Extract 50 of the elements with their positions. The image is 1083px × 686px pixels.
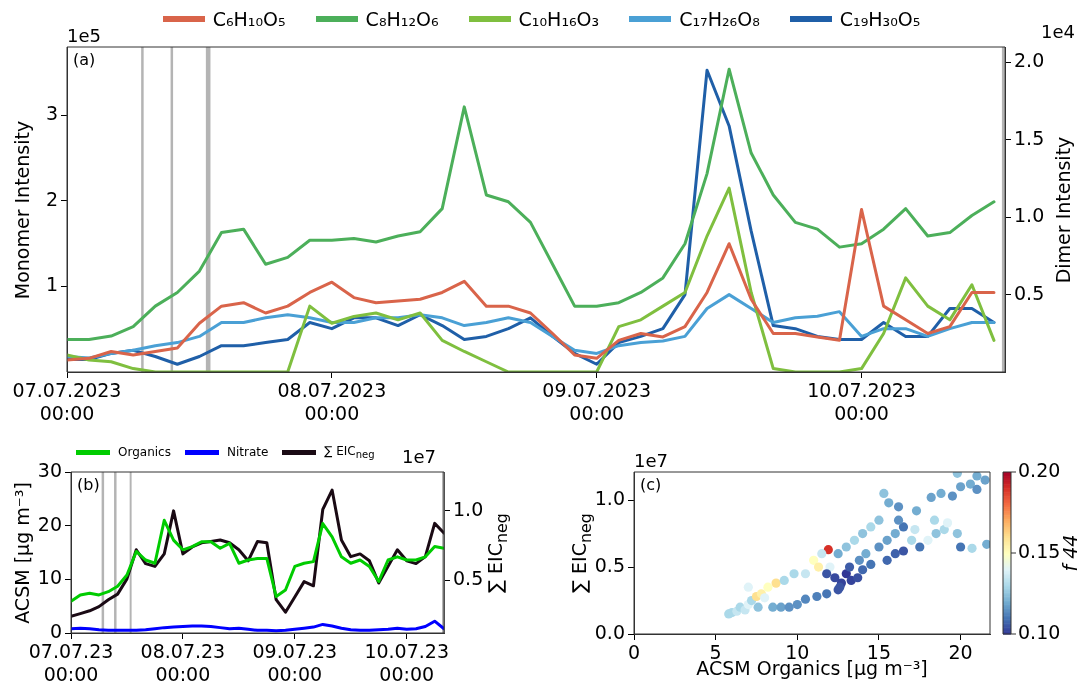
x-tick-label: 08.07.23 00:00 [140,640,226,686]
x-tick-label: 07.07.23 00:00 [28,640,114,686]
y-tick-label: 3 [45,102,58,125]
y-tick-label: 0.0 [594,620,625,643]
y-axis-title: Monomer Intensity [10,120,33,299]
text: 1e4 [1041,21,1075,42]
x-tick-label: 10 [785,641,810,664]
x-tick-label: 09.07.2023 00:00 [542,379,652,425]
legend-label: C₁₉H₃₀O₅ [839,8,921,30]
legend-label: Organics [118,445,171,460]
x-tick-label: 08.07.2023 00:00 [277,379,387,425]
text: 1e5 [67,25,101,46]
y-tick-label: 30 [37,458,62,481]
legend-label: C₁₀H₁₆O₃ [518,8,600,30]
y-tick-label: 1 [45,273,58,296]
color-bar-label: 0.20 [1018,458,1061,481]
y2-tick-label: 1.0 [1014,204,1045,227]
y-axis-title: ACSM [µg m⁻³] [10,481,33,624]
y-tick-label: 1.0 [594,487,625,510]
x-tick-label: 10.07.2023 00:00 [807,379,916,425]
y2-tick-label: 1.0 [453,497,484,520]
x-tick-label: 15 [866,641,892,664]
color-bar-label: 0.15 [1018,539,1061,562]
x-tick-label: 09.07.23 00:00 [252,640,338,686]
text: 1e7 [634,450,668,471]
x-tick-label: 20 [948,641,973,664]
y-tick-label: 0.5 [594,554,625,576]
y2-tick-label: 0.5 [1014,281,1045,304]
y2-axis-title: Dimer Intensity [1051,136,1074,283]
y2-tick-label: 2.0 [1014,49,1045,72]
y-tick-label: 0 [49,619,62,642]
annotation: (c) [640,475,662,494]
legend-label: C₁₇H₂₆O₈ [679,8,760,30]
y-tick-label: 10 [37,566,62,589]
y-tick-label: 20 [37,512,62,535]
y2-tick-label: 1.5 [1014,126,1045,149]
legend-label: Nitrate [226,445,269,460]
y-tick-label: 2 [45,187,58,210]
text: 1e7 [402,446,436,467]
legend-label: ∑ EIC$_{neg}$ [324,444,375,461]
annotation: (a) [73,50,96,69]
x-tick-label: 07.07.2023 00:00 [12,379,122,425]
annotation: (b) [77,475,100,494]
color-bar-title: f 44 [1058,534,1081,572]
color-bar-label: 0.10 [1018,620,1061,643]
legend-label: C₆H₁₀O₅ [212,8,286,30]
x-tick-label: 0 [627,641,641,664]
legend-label: C₈H₁₂O₆ [365,8,439,30]
y2-tick-label: 0.5 [453,567,484,590]
x-tick-label: 10.07.23 00:00 [364,640,449,686]
